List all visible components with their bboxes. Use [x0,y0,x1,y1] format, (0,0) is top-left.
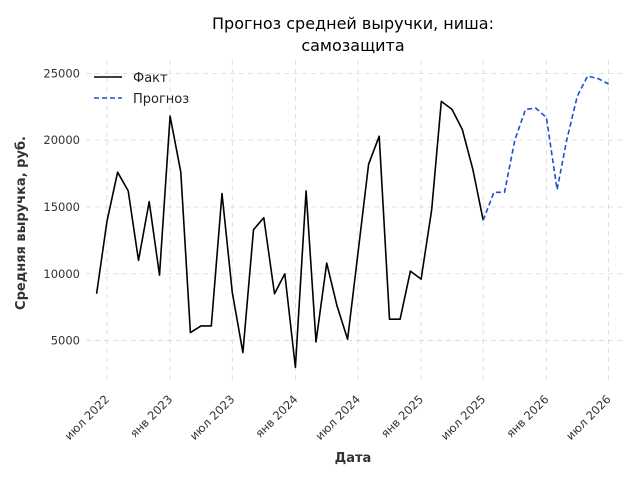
x-tick-label: июл 2025 [438,392,489,443]
x-tick-label: июл 2022 [62,392,113,443]
x-tick-label: янв 2025 [378,392,426,440]
x-tick-label: июл 2024 [313,392,364,443]
y-tick-label: 25000 [43,66,80,80]
legend-label-fact: Факт [133,71,168,86]
x-tick-label: янв 2026 [503,392,551,440]
grid [86,60,624,382]
chart-title-line-2: самозащита [301,36,404,55]
series-line-fact [95,100,484,369]
chart-title-line-1: Прогноз средней выручки, ниша: [212,14,494,33]
y-axis-label: Средняя выручка, руб. [14,136,29,310]
y-tick-label: 20000 [43,133,80,147]
y-tick-label: 15000 [43,200,80,214]
x-axis-label: Дата [335,451,372,466]
x-tick-label: июл 2023 [187,392,238,443]
legend-label-forecast: Прогноз [133,92,189,107]
y-axis-ticks: 5000 10000 15000 20000 25000 [43,66,80,347]
x-tick-label: янв 2024 [252,392,300,440]
legend: Факт Прогноз [94,71,189,107]
series-lines [95,75,609,369]
x-tick-label: янв 2023 [127,392,175,440]
x-axis-ticks: июл 2022 янв 2023 июл 2023 янв 2024 июл 2024… [62,392,614,443]
y-tick-label: 10000 [43,267,80,281]
x-tick-label: июл 2026 [563,392,614,443]
series-line-forecast [482,75,609,221]
y-tick-label: 5000 [51,334,80,348]
